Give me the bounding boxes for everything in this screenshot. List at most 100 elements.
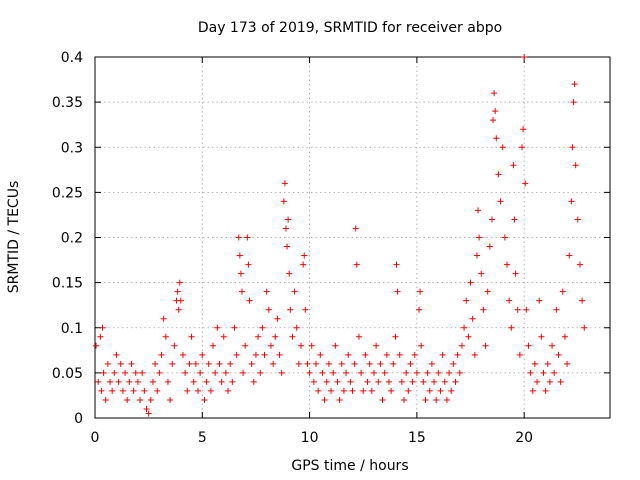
data-point [379,396,386,403]
data-point [192,360,199,367]
data-point [452,378,459,385]
data-point [145,410,152,417]
data-point [506,297,513,304]
data-point [93,342,100,349]
data-point [137,396,144,403]
data-point [233,351,240,358]
data-point [175,306,182,313]
data-point [229,378,236,385]
data-point [458,342,465,349]
data-point [205,360,212,367]
data-point [418,342,425,349]
data-point [392,333,399,340]
data-point [416,306,423,313]
data-point [270,360,277,367]
data-point [286,270,293,277]
data-point [362,351,369,358]
x-axis-label: GPS time / hours [291,458,408,474]
data-point [570,99,577,106]
data-point [107,378,114,385]
data-point [289,333,296,340]
data-point [272,333,279,340]
data-point [210,342,217,349]
data-point [119,387,126,394]
axis-ticks: 0 5 10 15 20 0 0.05 0.1 0.15 0.2 0.25 0.3 0.35 0.4 [52,50,610,446]
x-tick-label: 10 [301,430,319,446]
data-point [188,333,195,340]
data-point [393,261,400,268]
data-point [295,360,302,367]
data-point [497,198,504,205]
data-point [465,333,472,340]
y-tick-label: 0.3 [61,140,83,156]
data-point [456,369,463,376]
data-point [571,81,578,88]
data-point [124,396,131,403]
data-points [93,54,588,417]
data-point [433,396,440,403]
data-point [407,360,414,367]
data-point [95,378,102,385]
data-point [282,225,289,232]
data-point [520,126,527,133]
data-point [424,369,431,376]
data-point [99,324,106,331]
data-point [431,378,438,385]
data-point [360,387,367,394]
data-point [313,360,320,367]
data-point [122,369,129,376]
data-point [190,378,197,385]
y-tick-label: 0.25 [52,185,83,201]
data-point [478,270,485,277]
data-point [488,216,495,223]
data-point [245,261,252,268]
data-point [441,378,448,385]
data-point [531,360,538,367]
data-point [428,360,435,367]
data-point [519,144,526,151]
data-point [471,351,478,358]
data-point [523,306,530,313]
data-point [201,396,208,403]
data-point [475,207,482,214]
data-point [555,351,562,358]
data-point [336,396,343,403]
data-point [476,234,483,241]
y-tick-label: 0.35 [52,95,83,111]
data-point [242,342,249,349]
data-point [385,378,392,385]
data-point [482,342,489,349]
x-tick-label: 5 [198,430,207,446]
data-point [538,333,545,340]
data-point [366,360,373,367]
data-point [111,369,118,376]
data-point [250,378,257,385]
data-point [551,369,558,376]
data-point [516,351,523,358]
data-point [351,360,358,367]
data-point [525,342,532,349]
data-point [164,378,171,385]
data-point [328,387,335,394]
data-point [132,369,139,376]
data-point [394,288,401,295]
data-point [134,378,141,385]
data-point [411,351,418,358]
x-tick-label: 0 [91,430,100,446]
data-point [255,333,262,340]
data-point [276,351,283,358]
data-point [413,369,420,376]
data-point [207,387,214,394]
data-point [284,243,291,250]
data-point [368,387,375,394]
data-point [375,378,382,385]
data-point [319,369,326,376]
data-point [325,360,332,367]
data-point [130,387,137,394]
data-point [222,369,229,376]
data-point [492,108,499,115]
data-point [97,333,104,340]
data-point [227,360,234,367]
data-point [490,117,497,124]
data-point [514,306,521,313]
